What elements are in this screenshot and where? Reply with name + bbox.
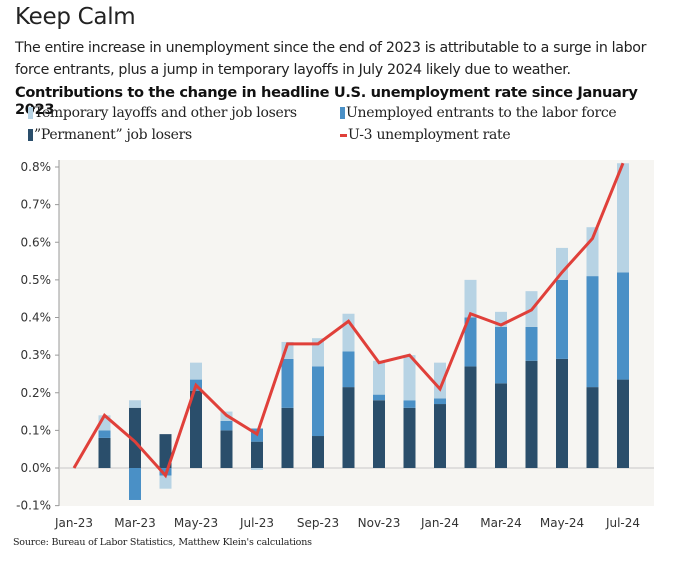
bar-permanent (129, 407, 141, 468)
bar-entrants (525, 326, 538, 361)
x-tick-label: Sep-23 (297, 516, 339, 530)
legend-label-line: U-3 unemployment rate (348, 127, 511, 143)
bar-permanent (190, 390, 202, 468)
bar-temporary (403, 355, 416, 401)
legend-swatch-permanent (28, 129, 33, 141)
bar-entrants (556, 279, 568, 359)
y-tick-label: 0.2% (21, 386, 52, 400)
y-tick-label: -0.1% (16, 499, 51, 513)
y-tick-label: 0.0% (21, 461, 52, 475)
bar-temporary (190, 362, 202, 380)
bar-temporary (586, 227, 599, 277)
legend-label-temporary: Temporary layoffs and other job losers (34, 105, 297, 121)
bar-temporary (129, 400, 141, 408)
bar-permanent (159, 434, 172, 468)
bar-entrants (403, 400, 416, 408)
bar-entrants (129, 468, 141, 500)
bar-permanent (586, 387, 599, 468)
bar-entrants (220, 420, 233, 431)
bar-entrants (98, 430, 111, 438)
bar-entrants (312, 366, 324, 437)
x-tick-label: Nov-23 (358, 516, 401, 530)
bar-temporary (159, 475, 172, 489)
legend-item-permanent: ”Permanent” job losers (28, 127, 192, 143)
bar-permanent (495, 383, 507, 468)
legend-item-line: U-3 unemployment rate (340, 127, 511, 143)
bar-permanent (98, 437, 111, 468)
legend-label-permanent: ”Permanent” job losers (34, 127, 192, 143)
bar-permanent (525, 360, 538, 468)
x-tick-label: Jan-23 (54, 516, 93, 530)
bar-temporary (434, 362, 446, 399)
bar-temporary (342, 313, 355, 352)
legend-swatch-temporary (28, 107, 33, 119)
bar-temporary (251, 468, 263, 470)
bar-temporary (373, 360, 385, 395)
x-tick-label: May-24 (540, 516, 584, 530)
bar-entrants (434, 398, 446, 405)
y-tick-label: 0.5% (21, 273, 52, 287)
bar-temporary (464, 279, 477, 318)
bar-permanent (434, 404, 446, 468)
bar-entrants (586, 276, 599, 388)
bar-permanent (251, 441, 263, 468)
bar-entrants (495, 326, 507, 384)
bar-permanent (556, 358, 568, 468)
x-tick-label: Mar-24 (480, 516, 521, 530)
bar-temporary (617, 163, 629, 273)
x-tick-label: Jan-24 (420, 516, 459, 530)
bar-permanent (403, 407, 416, 468)
bar-permanent (342, 387, 355, 468)
bar-temporary (556, 247, 568, 280)
x-tick-label: May-23 (174, 516, 218, 530)
bar-permanent (312, 436, 324, 468)
bar-entrants (342, 351, 355, 388)
bar-entrants (373, 394, 385, 401)
source-note: Source: Bureau of Labor Statistics, Matt… (13, 537, 312, 548)
legend-item-entrants: Unemployed entrants to the labor force (340, 105, 617, 121)
bar-permanent (220, 430, 233, 468)
bar-permanent (373, 400, 385, 468)
y-tick-label: 0.3% (21, 348, 52, 362)
y-tick-label: 0.1% (21, 423, 52, 437)
y-tick-label: 0.6% (21, 235, 52, 249)
subtitle: The entire increase in unemployment sinc… (15, 40, 647, 78)
page-title: Keep Calm (15, 4, 136, 30)
x-tick-label: Jul-23 (239, 516, 274, 530)
bar-permanent (281, 407, 294, 468)
y-tick-label: 0.7% (21, 198, 52, 212)
legend-swatch-entrants (340, 107, 345, 119)
legend-swatch-line (340, 133, 347, 137)
y-tick-label: 0.4% (21, 311, 52, 325)
x-tick-label: Jul-24 (605, 516, 640, 530)
bar-entrants (464, 317, 477, 367)
legend-item-temporary: Temporary layoffs and other job losers (28, 105, 297, 121)
bar-permanent (617, 379, 629, 468)
bar-entrants (617, 272, 629, 380)
bar-entrants (281, 358, 294, 408)
x-tick-label: Mar-23 (114, 516, 155, 530)
bar-permanent (464, 366, 477, 468)
chart-title: Contributions to the change in headline … (15, 84, 638, 118)
legend-label-entrants: Unemployed entrants to the labor force (346, 105, 617, 121)
y-tick-label: 0.8% (21, 160, 52, 174)
